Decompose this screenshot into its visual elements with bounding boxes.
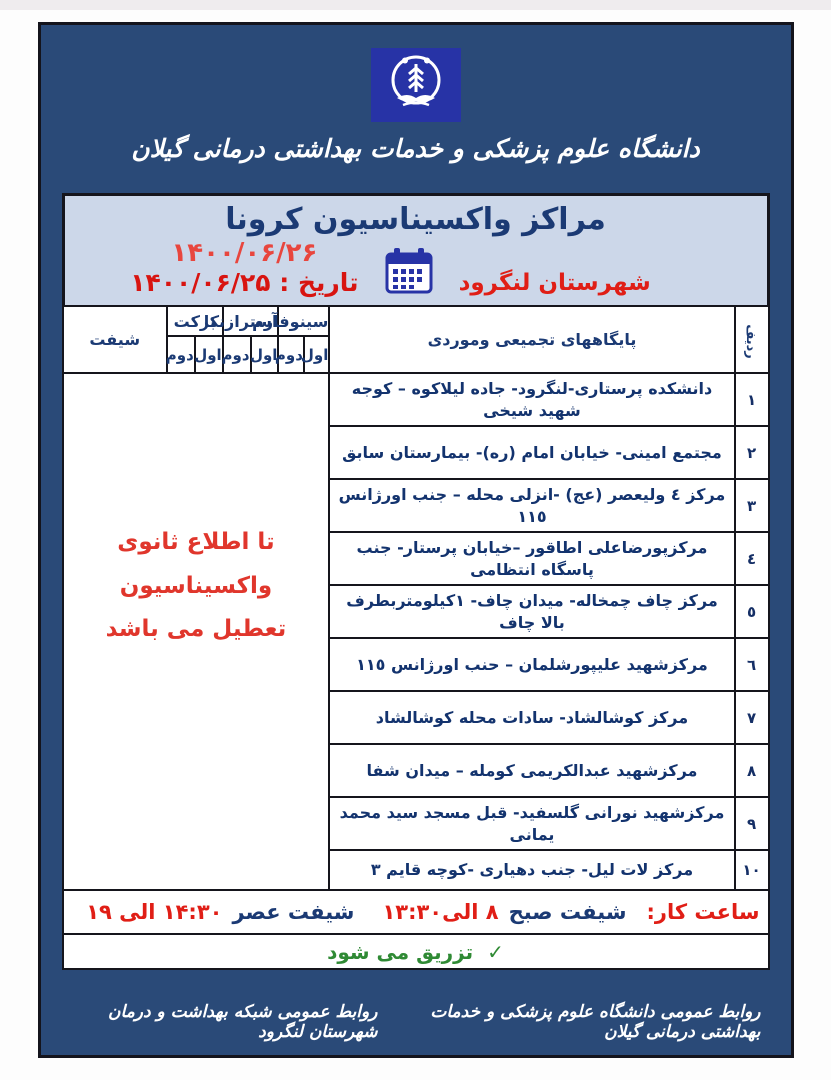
- footer-health-network-pr: روابط عمومی شبکه بهداشت و درمان شهرستان …: [108, 1002, 378, 1042]
- row-number-cell: ٨: [733, 743, 770, 798]
- table-row: ٤ مرکزپورضاعلی اطاقور –خیابان پرستار- جنب…: [63, 531, 770, 586]
- injection-note-text: تزریق می شود: [327, 939, 474, 964]
- work-hours-label: ساعت کار:: [646, 900, 760, 924]
- date-value: ۱۴۰۰/۰۶/۲۵: [130, 267, 271, 297]
- content-panel: مراکز واکسیناسیون کرونا شهرستان لنگرود: [61, 193, 770, 970]
- table-row: ٥ مرکز چاف چمخاله- میدان چاف- ١کیلومتربطر…: [63, 584, 770, 639]
- row-number-cell: ٢: [733, 425, 770, 480]
- morning-shift-label: شیفت صبح: [508, 900, 627, 924]
- site-name-cell: مرکزشهید نورانی گلسفید- قبل مسجد سید محم…: [328, 796, 736, 851]
- date-row: شهرستان لنگرود ۱۴۰: [65, 238, 767, 298]
- site-name-cell: مرکز چاف چمخاله- میدان چاف- ١کیلومتربطرف…: [328, 584, 736, 639]
- col-header-sinopharm: سینوفارم: [252, 305, 331, 337]
- table-row: ٣ مرکز ٤ ولیعصر (عج) -انزلی محله – جنب او…: [63, 478, 770, 533]
- row-number-cell: ٦: [733, 637, 770, 692]
- closure-notice-text: تا اطلاع ثانوی واکسیناسیون تعطیل می باشد: [105, 528, 287, 643]
- row-number-cell: ١٠: [733, 849, 770, 891]
- table-row: ٢ مجتمع امینی- خیابان امام (ره)- بیمارستا…: [63, 425, 770, 480]
- table-body: ١ دانشکده پرستاری-لنگرود- جاده لیلاکوه – …: [61, 372, 770, 891]
- date-top: ۱۴۰۰/۰۶/۲۶: [171, 238, 318, 268]
- row-number-cell: ١: [733, 372, 770, 427]
- closure-notice-cell: تا اطلاع ثانوی واکسیناسیون تعطیل می باشد: [61, 372, 331, 891]
- page-top-band: [0, 0, 831, 10]
- site-name-cell: مرکزشهید عبدالکریمی کومله – میدان شفا: [328, 743, 736, 798]
- col-header-sites: پایگاههای تجمیعی وموردی: [328, 305, 736, 374]
- page-title: مراکز واکسیناسیون کرونا: [225, 202, 606, 237]
- date-block: ۱۴۰۰/۰۶/۲۶ تاریخ : ۱۴۰۰/۰۶/۲۵: [130, 238, 359, 298]
- table-row: ٧ مرکز کوشالشاد- سادات محله کوشالشاد: [63, 690, 770, 745]
- col-header-dose-second: دوم: [275, 335, 305, 374]
- table-row: ٦ مرکزشهید علیپورشلمان – حنب اورژانس ١١٥: [63, 637, 770, 692]
- university-emblem-icon: [383, 52, 449, 118]
- col-header-dose-first: اول: [249, 335, 280, 374]
- injection-note-row: ✓ تزریق می شود: [61, 933, 770, 970]
- col-header-barekat: برکت: [165, 305, 224, 337]
- site-name-cell: مرکز لات لیل- جنب دهیاری -کوچه قایم ٣: [328, 849, 736, 891]
- col-header-row-number: ردیف: [733, 305, 770, 374]
- site-name-cell: مرکز کوشالشاد- سادات محله کوشالشاد: [328, 690, 736, 745]
- site-name-cell: مرکزشهید علیپورشلمان – حنب اورژانس ١١٥: [328, 637, 736, 692]
- col-header-dose-second: دوم: [222, 335, 252, 374]
- evening-shift-label: شیفت عصر: [232, 900, 355, 924]
- table-row: ١٠ مرکز لات لیل- جنب دهیاری -کوچه قایم ٣: [63, 849, 770, 891]
- vaccination-centers-table: ردیف پایگاههای تجمیعی وموردی سینوفارم آس…: [61, 305, 770, 891]
- row-number-cell: ٩: [733, 796, 770, 851]
- col-header-dose-second: دوم: [166, 335, 196, 374]
- table-row: ١ دانشکده پرستاری-لنگرود- جاده لیلاکوه – …: [61, 372, 770, 891]
- calendar-icon: [385, 247, 433, 298]
- footer-university-pr: روابط عمومی دانشگاه علوم پزشکی و خدمات ب…: [430, 1002, 761, 1042]
- date-label: تاریخ :: [279, 267, 359, 297]
- university-logo: [370, 48, 461, 122]
- county-name: شهرستان لنگرود: [458, 269, 651, 296]
- poster-footer: روابط عمومی دانشگاه علوم پزشکی و خدمات ب…: [41, 989, 791, 1055]
- site-name-cell: مرکزپورضاعلی اطاقور –خیابان پرستار- جنب …: [328, 531, 736, 586]
- site-name-cell: مرکز ٤ ولیعصر (عج) -انزلی محله – جنب اور…: [328, 478, 736, 533]
- row-number-cell: ٤: [733, 531, 770, 586]
- morning-shift-time: ۸ الی۱۳:۳۰: [382, 900, 499, 924]
- table-row: ٨ مرکزشهید عبدالکریمی کومله – میدان شفا: [63, 743, 770, 798]
- col-header-dose-first: اول: [301, 335, 331, 374]
- table-row: ٩ مرکزشهید نورانی گلسفید- قبل مسجد سید مح…: [63, 796, 770, 851]
- university-header: دانشگاه علوم پزشکی و خدمات بهداشتی درمان…: [41, 25, 791, 163]
- date-line: تاریخ : ۱۴۰۰/۰۶/۲۵: [130, 267, 359, 298]
- vaccination-poster: دانشگاه علوم پزشکی و خدمات بهداشتی درمان…: [37, 22, 794, 1058]
- row-number-cell: ٥: [733, 584, 770, 639]
- row-number-cell: ٧: [733, 690, 770, 745]
- col-header-astrazeneca: آسترازنکا: [204, 305, 280, 337]
- check-icon: ✓: [487, 939, 504, 964]
- evening-shift-time: ۱۴:۳۰ الی ۱۹: [86, 900, 223, 924]
- col-header-dose-first: اول: [193, 335, 224, 374]
- site-name-cell: دانشکده پرستاری-لنگرود- جاده لیلاکوه – ک…: [328, 372, 736, 427]
- col-header-shift: شیفت: [61, 305, 168, 374]
- work-hours-row: ساعت کار: شیفت صبح ۸ الی۱۳:۳۰ شیفت عصر ۱…: [61, 889, 770, 935]
- title-box: مراکز واکسیناسیون کرونا شهرستان لنگرود: [61, 193, 770, 308]
- table-header: ردیف پایگاههای تجمیعی وموردی سینوفارم آس…: [61, 305, 770, 374]
- university-name: دانشگاه علوم پزشکی و خدمات بهداشتی درمان…: [131, 134, 700, 163]
- site-name-cell: مجتمع امینی- خیابان امام (ره)- بیمارستان…: [328, 425, 736, 480]
- row-number-cell: ٣: [733, 478, 770, 533]
